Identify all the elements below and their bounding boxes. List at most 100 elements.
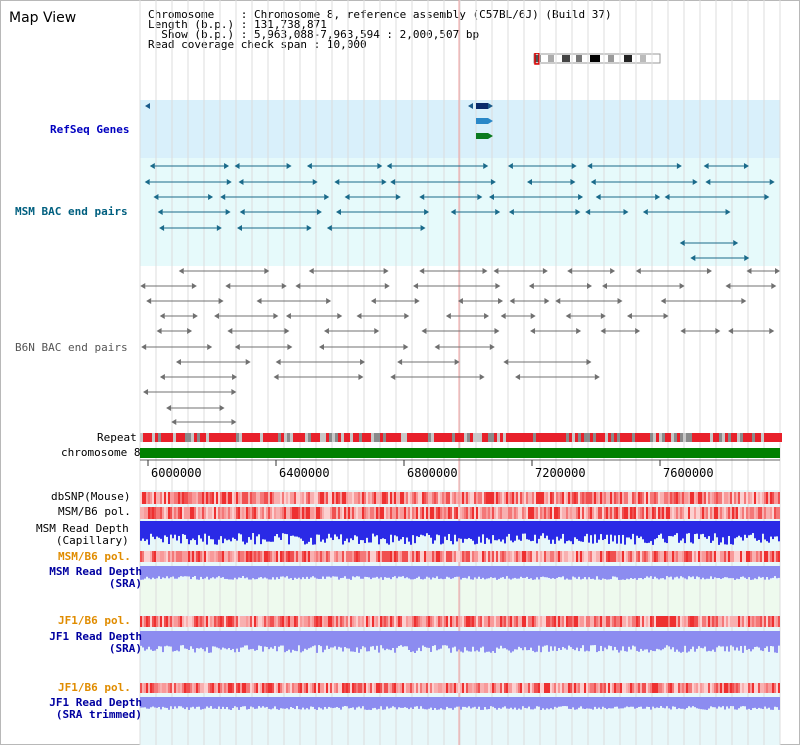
read-depth-bar: [412, 631, 414, 652]
polymorphism-bar: [636, 683, 638, 693]
read-depth-bar: [542, 697, 544, 709]
read-depth-bar: [390, 697, 392, 708]
read-depth-bar: [340, 697, 342, 710]
polymorphism-bar: [488, 507, 490, 519]
read-depth-bar: [742, 631, 744, 653]
polymorphism-bar: [148, 683, 150, 693]
bac-end-arrow: [149, 163, 155, 169]
read-depth-bar: [370, 566, 372, 580]
read-depth-bar: [282, 566, 284, 577]
polymorphism-bar: [404, 507, 406, 519]
polymorphism-bar: [766, 551, 768, 562]
bac-end-arrow: [526, 179, 532, 185]
bac-end-arrow: [610, 268, 616, 274]
polymorphism-bar: [364, 551, 366, 562]
polymorphism-bar: [520, 507, 522, 519]
read-depth-bar: [302, 566, 304, 578]
polymorphism-bar: [416, 683, 418, 693]
polymorphism-bar: [274, 492, 276, 504]
read-depth-bar: [736, 521, 738, 538]
read-depth-bar: [668, 631, 670, 647]
repeat-segment: [596, 433, 599, 442]
read-depth-bar: [554, 697, 556, 707]
bac-end-arrow: [256, 298, 262, 304]
read-depth-bar: [748, 566, 750, 578]
repeat-segment: [602, 433, 605, 442]
read-depth-bar: [774, 631, 776, 653]
polymorphism-bar: [490, 492, 492, 504]
read-depth-bar: [664, 631, 666, 648]
polymorphism-bar: [454, 616, 456, 627]
repeat-segment: [485, 433, 488, 442]
polymorphism-bar: [682, 683, 684, 693]
polymorphism-bar: [418, 492, 420, 504]
polymorphism-bar: [150, 616, 152, 627]
read-depth-bar: [428, 566, 430, 578]
read-depth-bar: [710, 697, 712, 707]
polymorphism-bar: [454, 492, 456, 504]
read-depth-bar: [702, 697, 704, 710]
read-depth-bar: [260, 566, 262, 578]
read-depth-bar: [438, 631, 440, 650]
bac-end-arrow: [679, 240, 685, 246]
polymorphism-bar: [716, 683, 718, 693]
polymorphism-bar: [650, 616, 652, 627]
polymorphism-bar: [366, 492, 368, 504]
polymorphism-bar: [690, 551, 692, 562]
chromosome-ideogram[interactable]: [530, 53, 662, 65]
read-depth-bar: [680, 566, 682, 577]
polymorphism-bar: [260, 492, 262, 504]
polymorphism-bar: [464, 507, 466, 519]
polymorphism-bar: [750, 616, 752, 627]
polymorphism-bar: [726, 683, 728, 693]
polymorphism-bar: [188, 507, 190, 519]
polymorphism-bar: [746, 551, 748, 562]
read-depth-bar: [728, 631, 730, 652]
polymorphism-bar: [628, 492, 630, 504]
repeat-segment: [695, 433, 698, 442]
polymorphism-bar: [262, 492, 264, 504]
polymorphism-bar: [356, 683, 358, 693]
bac-end-arrow: [403, 344, 409, 350]
polymorphism-bar: [442, 683, 444, 693]
polymorphism-bar: [428, 551, 430, 562]
repeat-segment: [191, 433, 194, 442]
dbsnp-label: dbSNP(Mouse): [51, 490, 131, 503]
polymorphism-bar: [564, 551, 566, 562]
read-depth-bar: [470, 521, 472, 539]
read-depth-bar: [410, 631, 412, 653]
polymorphism-bar: [592, 616, 594, 627]
polymorphism-bar: [476, 492, 478, 504]
read-depth-bar: [706, 697, 708, 710]
polymorphism-bar: [496, 507, 498, 519]
read-depth-bar: [194, 521, 196, 541]
polymorphism-bar: [766, 492, 768, 504]
polymorphism-bar: [646, 683, 648, 693]
read-depth-bar: [314, 521, 316, 545]
repeat-segment: [482, 433, 485, 442]
polymorphism-bar: [664, 507, 666, 519]
polymorphism-bar: [314, 492, 316, 504]
read-depth-bar: [448, 566, 450, 578]
bac-end-arrow: [600, 313, 606, 319]
polymorphism-bar: [588, 683, 590, 693]
read-depth-bar: [264, 566, 266, 578]
read-depth-bar: [690, 631, 692, 650]
polymorphism-bar: [430, 616, 432, 627]
read-depth-bar: [478, 631, 480, 652]
polymorphism-bar: [532, 507, 534, 519]
polymorphism-bar: [390, 616, 392, 627]
read-depth-bar: [532, 566, 534, 580]
read-depth-bar: [728, 521, 730, 536]
read-depth-bar: [308, 566, 310, 579]
polymorphism-bar: [388, 492, 390, 504]
read-depth-bar: [744, 521, 746, 535]
polymorphism-bar: [628, 616, 630, 627]
polymorphism-bar: [188, 551, 190, 562]
polymorphism-bar: [252, 507, 254, 519]
polymorphism-bar: [354, 551, 356, 562]
polymorphism-bar: [548, 507, 550, 519]
polymorphism-bar: [358, 492, 360, 504]
polymorphism-bar: [736, 492, 738, 504]
polymorphism-bar: [592, 507, 594, 519]
